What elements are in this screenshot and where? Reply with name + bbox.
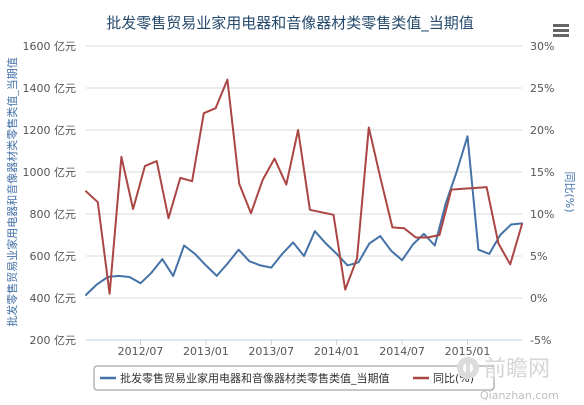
x-tick-label: 2015/01 [445,345,491,358]
left-tick-label: 1000 亿元 [23,166,77,179]
x-tick-label: 2012/07 [118,345,164,358]
chart-title: 批发零售贸易业家用电器和音像器材类零售类值_当期值 [106,14,474,33]
watermark-brand: 前瞻网 [484,357,550,382]
series-line-1[interactable] [85,135,523,296]
series-layer [85,78,523,296]
right-tick-label: 15% [530,166,554,179]
left-tick-label: 200 亿元 [30,334,77,347]
right-tick-label: 20% [530,124,554,137]
x-axis-ticks: 2012/07 2013/01 2013/07 2014/01 2014/07 2015/… [86,339,522,358]
right-tick-label: 25% [530,82,554,95]
left-axis-ticks: 200 亿元 400 亿元 600 亿元 800 亿元 1000 亿元 1200 亿元 14… [23,40,77,347]
grid-lines [86,45,522,341]
legend: 批发零售贸易业家用电器和音像器材类零售类值_当期值 同比(%) [93,365,495,391]
right-tick-label: 0% [530,292,547,305]
menu-button[interactable] [548,19,574,41]
hamburger-menu-icon [553,24,569,37]
legend-item-series-1[interactable]: 批发零售贸易业家用电器和音像器材类零售类值_当期值 [100,371,390,385]
left-tick-label: 1600 亿元 [23,40,77,53]
x-tick-label: 2014/07 [379,345,425,358]
left-tick-label: 800 亿元 [30,208,77,221]
right-tick-label: -5% [530,334,551,347]
legend-label-series-1: 批发零售贸易业家用电器和音像器材类零售类值_当期值 [120,371,390,385]
x-tick-label: 2014/01 [314,345,360,358]
right-axis-title: 同比(%) [563,171,576,212]
x-tick-label: 2013/07 [248,345,294,358]
x-tick-label: 2013/01 [183,345,229,358]
watermark-logo-icon [457,357,479,379]
left-tick-label: 1400 亿元 [23,82,77,95]
watermark-url: Qianzhan.com [480,389,559,402]
left-tick-label: 600 亿元 [30,250,77,263]
left-tick-label: 400 亿元 [30,292,77,305]
right-tick-label: 10% [530,208,554,221]
right-tick-label: 30% [530,40,554,53]
watermark: 前瞻网 Qianzhan.com [457,357,559,402]
right-tick-label: 5% [530,250,547,263]
series-line-2[interactable] [85,78,523,295]
right-axis-ticks: -5% 0% 5% 10% 15% 20% 25% 30% [530,40,554,347]
left-axis-title: 批发零售贸易业家用电器和音像器材类零售类值_当期值 [5,57,19,327]
left-tick-label: 1200 亿元 [23,124,77,137]
